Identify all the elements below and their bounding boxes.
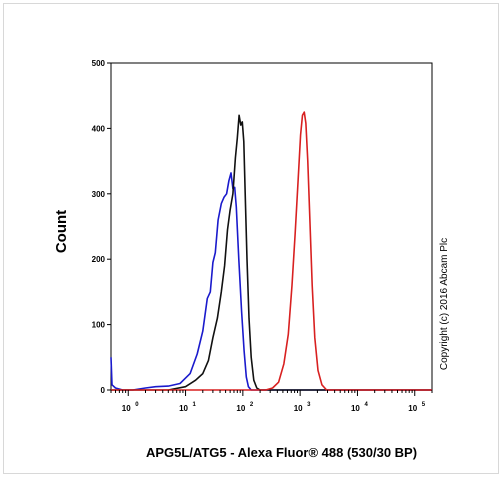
y-tick-label: 300 (92, 190, 106, 199)
x-axis-ticks: 10 0 10 1 10 2 10 3 10 4 10 5 (110, 390, 433, 413)
y-tick-label: 100 (92, 321, 106, 330)
y-tick-label: 200 (92, 255, 106, 264)
x-tick-label: 10 (236, 404, 245, 413)
y-axis-ticks: 0 100 200 300 400 500 (92, 59, 111, 395)
x-tick-exponent: 3 (307, 402, 311, 408)
series-group (110, 111, 432, 391)
x-tick-label: 10 (122, 404, 131, 413)
x-tick-exponent: 5 (422, 402, 426, 408)
x-tick-label: 10 (294, 404, 303, 413)
x-tick-exponent: 1 (193, 402, 197, 408)
x-tick-label: 10 (351, 404, 360, 413)
x-tick-label: 10 (408, 404, 417, 413)
plot-border (110, 62, 433, 391)
x-axis-label: APG5L/ATG5 - Alexa Fluor® 488 (530/30 BP… (146, 445, 417, 460)
y-tick-label: 500 (92, 59, 106, 68)
chart-frame: 0 100 200 300 400 500 10 0 10 1 10 2 10 3 10 4 10 5 Coun… (3, 3, 499, 474)
x-tick-exponent: 2 (250, 402, 254, 408)
copyright-notice: Copyright (c) 2016 Abcam Plc (439, 238, 450, 370)
histogram-series (111, 111, 432, 391)
y-axis-label: Count (53, 210, 70, 253)
histogram-series (110, 172, 432, 391)
x-tick-exponent: 4 (364, 402, 368, 408)
x-tick-label: 10 (179, 404, 188, 413)
histogram-series (111, 114, 432, 391)
x-tick-exponent: 0 (135, 402, 139, 408)
plot-area (110, 62, 433, 391)
y-tick-label: 400 (92, 124, 106, 133)
y-tick-label: 0 (101, 386, 106, 395)
